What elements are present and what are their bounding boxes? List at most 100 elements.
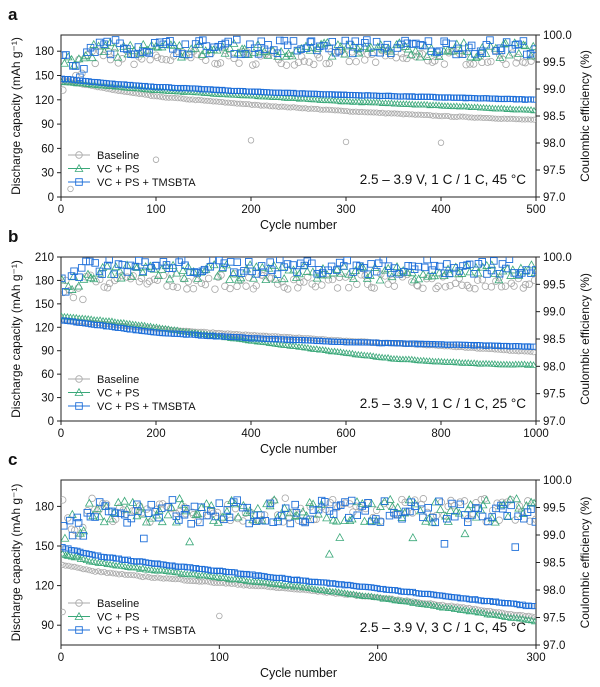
efficiency-point: [448, 499, 456, 508]
capacity-point: [207, 98, 214, 105]
y2-tick-label: 99.0: [543, 307, 565, 319]
efficiency-point: [260, 268, 268, 276]
efficiency-point: [171, 517, 181, 526]
legend-marker: [74, 611, 84, 620]
efficiency-point: [474, 260, 483, 268]
capacity-point: [73, 553, 82, 561]
capacity-point: [453, 605, 462, 612]
efficiency-point: [459, 38, 469, 47]
efficiency-point: [492, 47, 500, 55]
capacity-point: [294, 586, 301, 593]
efficiency-point: [434, 51, 444, 61]
efficiency-point: [275, 36, 284, 45]
efficiency-point: [153, 276, 162, 284]
capacity-point: [95, 568, 102, 575]
capacity-point: [202, 578, 209, 585]
efficiency-point: [464, 518, 472, 526]
y2-tick-label: 98.0: [543, 138, 565, 150]
efficiency-point: [353, 511, 362, 520]
efficiency-point: [134, 507, 142, 516]
efficiency-point: [450, 502, 459, 510]
efficiency-point: [252, 60, 260, 68]
capacity-point: [480, 609, 488, 616]
efficiency-point: [100, 283, 108, 291]
efficiency-point: [397, 512, 407, 521]
capacity-point: [302, 105, 309, 112]
efficiency-point: [467, 41, 476, 50]
efficiency-point: [202, 499, 211, 508]
efficiency-point: [253, 517, 261, 525]
efficiency-point: [294, 58, 303, 67]
efficiency-point: [113, 497, 123, 506]
capacity-point: [243, 100, 250, 107]
efficiency-point: [336, 268, 346, 277]
efficiency-point: [284, 48, 294, 57]
efficiency-point: [61, 58, 69, 67]
efficiency-point: [183, 285, 191, 293]
efficiency-point: [377, 517, 385, 525]
efficiency-point: [384, 280, 392, 288]
efficiency-point: [106, 55, 115, 64]
efficiency-point: [422, 51, 432, 60]
efficiency-points: [61, 257, 536, 296]
capacity-point: [163, 575, 170, 582]
capacity-point: [525, 116, 532, 123]
efficiency-point: [254, 50, 263, 58]
efficiency-point: [324, 549, 334, 558]
efficiency-point: [420, 263, 429, 272]
capacity-point: [444, 112, 451, 119]
efficiency-point: [95, 267, 104, 276]
efficiency-point: [502, 60, 510, 69]
capacity-point: [98, 569, 105, 576]
capacity-point: [418, 111, 425, 118]
efficiency-point: [68, 531, 77, 540]
capacity-point: [192, 570, 200, 578]
efficiency-point: [88, 494, 96, 503]
efficiency-point: [249, 273, 258, 282]
capacity-point: [92, 568, 99, 575]
capacity-point: [349, 108, 356, 115]
efficiency-point: [87, 53, 97, 62]
efficiency-point: [440, 37, 448, 46]
efficiency-point: [282, 61, 291, 69]
capacity-point: [293, 582, 301, 590]
capacity-point: [153, 93, 160, 100]
efficiency-point: [322, 59, 330, 68]
capacity-point: [166, 575, 173, 582]
efficiency-point: [95, 512, 105, 521]
efficiency-point: [318, 281, 326, 289]
efficiency-point: [470, 270, 478, 278]
y2-tick-label: 98.0: [543, 585, 565, 597]
capacity-point: [459, 113, 466, 120]
efficiency-point: [168, 496, 177, 504]
capacity-point: [507, 610, 514, 617]
efficiency-point: [283, 260, 292, 268]
capacity-point: [376, 110, 383, 117]
capacity-point: [169, 575, 176, 582]
capacity-point: [201, 97, 208, 104]
efficiency-point: [530, 267, 536, 277]
efficiency-point: [130, 60, 138, 69]
capacity-point: [441, 112, 448, 119]
efficiency-point: [325, 59, 334, 67]
capacity-point: [62, 562, 69, 569]
efficiency-point: [343, 41, 353, 50]
efficiency-point: [185, 537, 195, 546]
capacity-point: [172, 576, 179, 583]
efficiency-point: [309, 506, 318, 514]
capacity-point: [186, 96, 193, 103]
efficiency-point: [265, 501, 275, 510]
efficiency-point: [79, 532, 88, 540]
efficiency-point: [514, 48, 524, 57]
efficiency-point: [287, 51, 297, 60]
efficiency-point: [395, 270, 403, 278]
capacity-point: [61, 549, 67, 557]
efficiency-point: [304, 273, 312, 281]
efficiency-point: [513, 53, 522, 62]
capacity-point: [527, 616, 536, 624]
capacity-point: [79, 555, 88, 562]
efficiency-point: [202, 42, 211, 50]
capacity-point: [369, 98, 378, 106]
efficiency-point: [313, 270, 321, 278]
legend-label: VC + PS: [97, 164, 140, 176]
